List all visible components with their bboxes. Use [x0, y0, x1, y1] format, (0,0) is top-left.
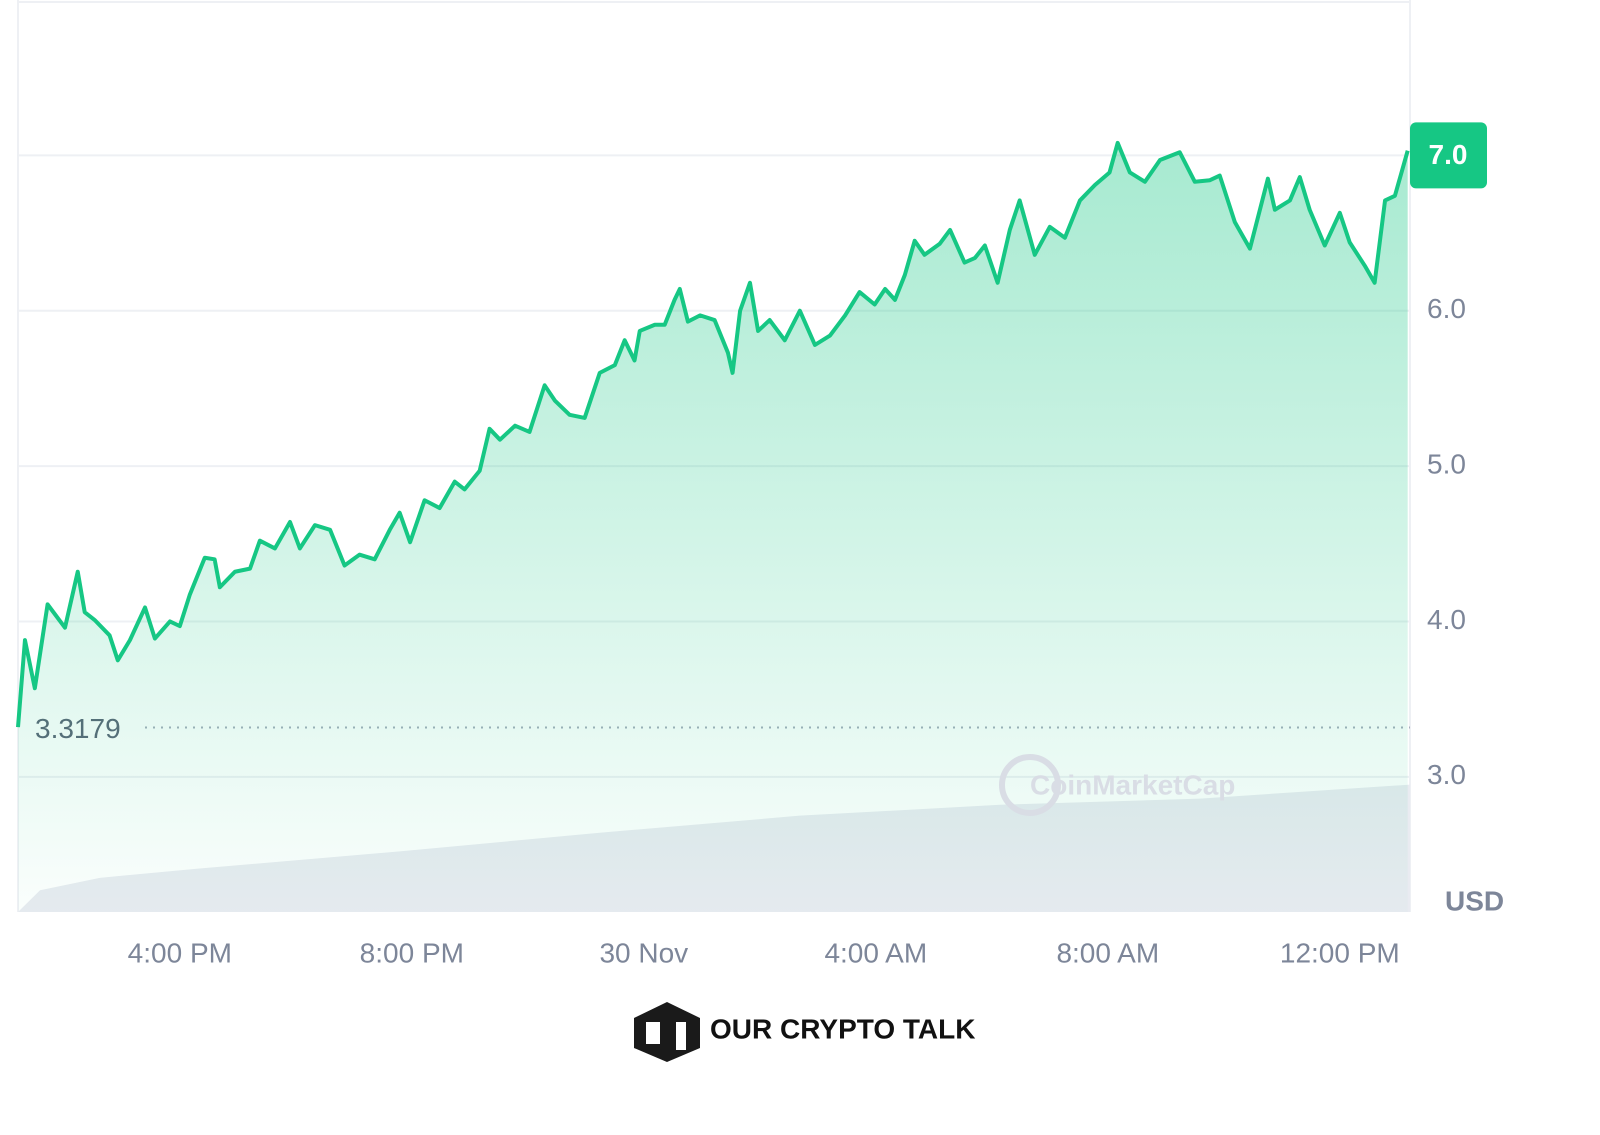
price-line: [16, 140, 1410, 728]
y-unit: USD: [1445, 885, 1504, 916]
footer-brand: OUR CRYPTO TALK: [710, 1013, 975, 1044]
logo-cut: [646, 1022, 660, 1044]
x-tick-label: 4:00 PM: [128, 937, 232, 968]
logo-cut: [676, 1022, 686, 1050]
x-tick-label: 12:00 PM: [1280, 937, 1400, 968]
watermark: CoinMarketCap: [1030, 769, 1235, 800]
y-tick-label: 4.0: [1427, 604, 1466, 635]
x-tick-label: 30 Nov: [599, 937, 688, 968]
x-tick-label: 8:00 AM: [1056, 937, 1159, 968]
plot: 3.0 4.0 5.0 6.0 7.0 4:00 PM 8:00 PM 30 Nov 4:00 …: [16, 0, 1466, 968]
x-tick-label: 4:00 AM: [824, 937, 927, 968]
footer-logo: [634, 1002, 700, 1062]
x-tick-label: 8:00 PM: [360, 937, 464, 968]
y-tick-label: 3.0: [1427, 759, 1466, 790]
watermark-logo: [999, 754, 1061, 816]
y-tick-label: 5.0: [1427, 448, 1466, 479]
area-fill: [18, 142, 1408, 913]
y-tick-label: 6.0: [1427, 293, 1466, 324]
price-badge: [1410, 122, 1487, 189]
price-badge-label: 7.0: [1429, 139, 1468, 170]
